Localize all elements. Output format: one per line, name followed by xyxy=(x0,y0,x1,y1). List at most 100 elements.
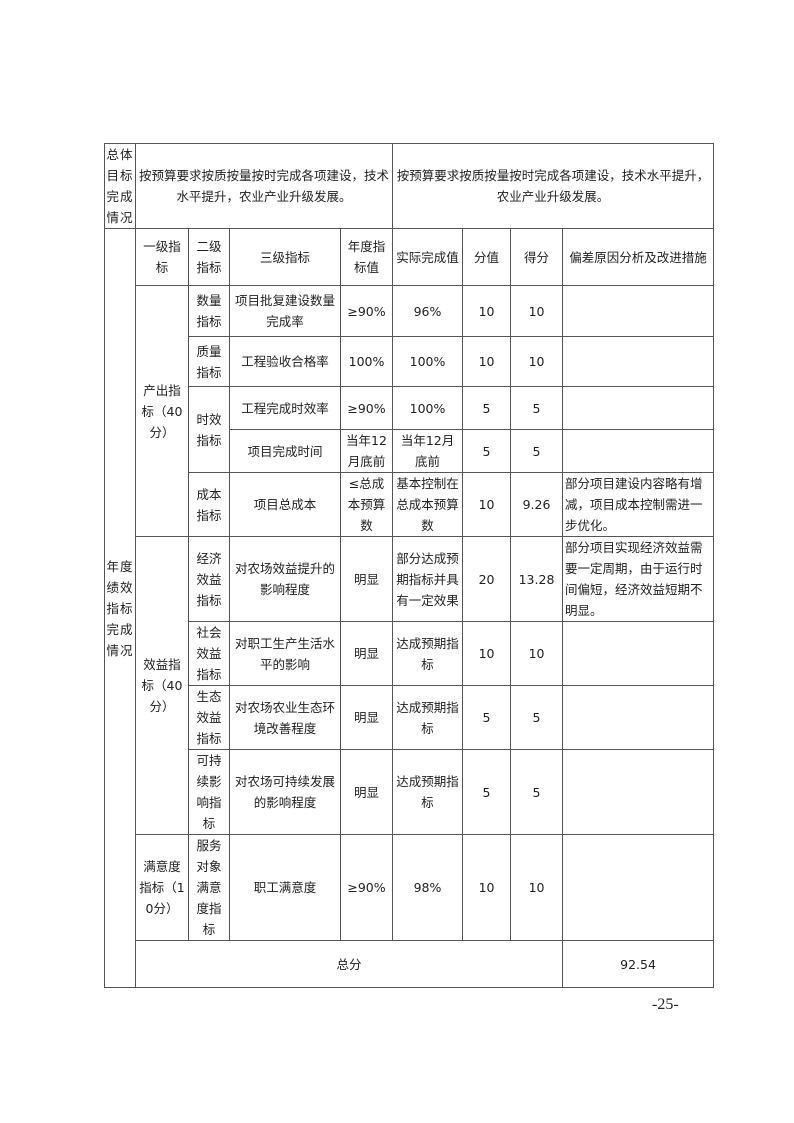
target-cell: ≥90% xyxy=(339,834,394,941)
note-cell xyxy=(562,834,715,941)
level2-cell: 时效指标 xyxy=(188,386,230,473)
header-note: 偏差原因分析及改进措施 xyxy=(562,228,715,286)
level2-cell: 社会效益指标 xyxy=(188,621,230,686)
actual-cell: 部分达成预期指标并具有一定效果 xyxy=(392,536,464,622)
weight-cell: 10 xyxy=(462,472,512,537)
level2-cell: 可持续影响指标 xyxy=(188,749,230,835)
table-row: 时效指标 工程完成时效率 ≥90% 100% 5 5 xyxy=(105,386,715,473)
weight-cell: 10 xyxy=(462,834,512,941)
header-level1: 一级指标 xyxy=(135,228,189,286)
note-cell xyxy=(562,429,715,473)
table-row: 质量指标 工程验收合格率 100% 100% 10 10 xyxy=(105,336,715,387)
group-benefit-label: 效益指标（40分） xyxy=(135,536,189,835)
level3-cell: 职工满意度 xyxy=(229,834,341,941)
score-cell: 10 xyxy=(510,285,564,337)
table-row: 满意度指标（10分） 服务对象满意度指标 职工满意度 ≥90% 98% 10 1… xyxy=(105,834,715,941)
note-cell: 部分项目建设内容略有增减，项目成本控制需进一步优化。 xyxy=(562,472,715,537)
actual-cell: 96% xyxy=(392,285,464,337)
actual-cell: 达成预期指标 xyxy=(392,685,464,750)
target-cell: ≥90% xyxy=(339,285,394,337)
score-cell: 5 xyxy=(510,685,564,750)
level2-cell: 数量指标 xyxy=(188,285,230,337)
level3-cell: 对农场效益提升的影响程度 xyxy=(229,536,341,622)
level3-cell: 工程验收合格率 xyxy=(229,336,341,387)
annual-label: 年度绩效指标完成情况 xyxy=(104,228,136,988)
actual-cell: 当年12月底前 xyxy=(392,429,464,473)
note-cell xyxy=(562,285,715,337)
level3-cell: 项目批复建设数量完成率 xyxy=(229,285,341,337)
page-number: -25- xyxy=(652,996,679,1013)
level3-cell: 对农场农业生态环境改善程度 xyxy=(229,685,341,750)
overall-actual: 按预算要求按质按量按时完成各项建设，技术水平提升，农业产业升级发展。 xyxy=(392,143,715,229)
score-cell: 13.28 xyxy=(510,536,564,622)
group-output-label: 产出指标（40分） xyxy=(135,285,189,537)
header-level3: 三级指标 xyxy=(229,228,341,286)
level3-cell: 对职工生产生活水平的影响 xyxy=(229,621,341,686)
target-cell: ≥90% xyxy=(339,386,394,430)
weight-cell: 20 xyxy=(462,536,512,622)
actual-cell: 达成预期指标 xyxy=(392,749,464,835)
note-cell xyxy=(562,336,715,387)
weight-cell: 10 xyxy=(462,285,512,337)
score-cell: 10 xyxy=(510,834,564,941)
total-row: 总分 92.54 xyxy=(105,940,715,988)
actual-cell: 100% xyxy=(392,386,464,430)
weight-cell: 5 xyxy=(462,429,512,473)
level2-cell: 生态效益指标 xyxy=(188,685,230,750)
table-row: 成本指标 项目总成本 ≤总成本预算数 基本控制在总成本预算数 10 9.26 部… xyxy=(105,472,715,537)
performance-table: 总体目标完成情况 按预算要求按质按量按时完成各项建设，技术水平提升，农业产业升级… xyxy=(104,143,715,988)
total-label: 总分 xyxy=(134,940,564,988)
target-cell: 100% xyxy=(339,336,394,387)
level2-cell: 成本指标 xyxy=(188,472,230,537)
target-cell: 当年12月底前 xyxy=(339,429,394,473)
level2-cell: 经济效益指标 xyxy=(188,536,230,622)
note-cell xyxy=(562,386,715,430)
note-cell xyxy=(562,749,715,835)
level3-cell: 工程完成时效率 xyxy=(229,386,341,430)
actual-cell: 基本控制在总成本预算数 xyxy=(392,472,464,537)
score-cell: 5 xyxy=(510,429,564,473)
table-row: 项目完成时间 当年12月底前 当年12月底前 5 5 xyxy=(105,429,715,473)
header-target: 年度指标值 xyxy=(339,228,394,286)
header-row: 年度绩效指标完成情况 一级指标 二级指标 三级指标 年度指标值 实际完成值 分值… xyxy=(104,228,715,988)
level2-cell: 服务对象满意度指标 xyxy=(188,834,230,941)
overall-label: 总体目标完成情况 xyxy=(104,143,136,229)
total-score: 92.54 xyxy=(562,940,715,988)
table-row: 生态效益指标 对农场农业生态环境改善程度 明显 达成预期指标 5 5 xyxy=(105,685,715,750)
header-weight: 分值 xyxy=(462,228,512,286)
weight-cell: 10 xyxy=(462,336,512,387)
level3-cell: 项目总成本 xyxy=(229,472,341,537)
level3-cell: 项目完成时间 xyxy=(229,429,341,473)
score-cell: 5 xyxy=(510,386,564,430)
note-cell xyxy=(562,621,715,686)
weight-cell: 10 xyxy=(462,621,512,686)
target-cell: 明显 xyxy=(339,685,394,750)
target-cell: 明显 xyxy=(339,621,394,686)
score-cell: 10 xyxy=(510,336,564,387)
header-actual: 实际完成值 xyxy=(392,228,464,286)
target-cell: ≤总成本预算数 xyxy=(339,472,394,537)
target-cell: 明显 xyxy=(339,536,394,622)
target-cell: 明显 xyxy=(339,749,394,835)
score-cell: 9.26 xyxy=(510,472,564,537)
actual-cell: 100% xyxy=(392,336,464,387)
actual-cell: 98% xyxy=(392,834,464,941)
overall-row: 总体目标完成情况 按预算要求按质按量按时完成各项建设，技术水平提升，农业产业升级… xyxy=(104,143,715,229)
header-score: 得分 xyxy=(510,228,564,286)
score-cell: 10 xyxy=(510,621,564,686)
level3-cell: 对农场可持续发展的影响程度 xyxy=(229,749,341,835)
table-row: 社会效益指标 对职工生产生活水平的影响 明显 达成预期指标 10 10 xyxy=(105,621,715,686)
weight-cell: 5 xyxy=(462,685,512,750)
actual-cell: 达成预期指标 xyxy=(392,621,464,686)
header-level2: 二级指标 xyxy=(188,228,230,286)
table-row: 产出指标（40分） 数量指标 项目批复建设数量完成率 ≥90% 96% 10 1… xyxy=(105,285,715,537)
note-cell: 部分项目实现经济效益需要一定周期，由于运行时间偏短，经济效益短期不明显。 xyxy=(562,536,715,622)
overall-planned: 按预算要求按质按量按时完成各项建设，技术水平提升，农业产业升级发展。 xyxy=(134,143,394,229)
score-cell: 5 xyxy=(510,749,564,835)
level2-cell: 质量指标 xyxy=(188,336,230,387)
table-row: 可持续影响指标 对农场可持续发展的影响程度 明显 达成预期指标 5 5 xyxy=(105,749,715,835)
note-cell xyxy=(562,685,715,750)
group-satisfaction-label: 满意度指标（10分） xyxy=(135,834,189,941)
weight-cell: 5 xyxy=(462,386,512,430)
table-row: 效益指标（40分） 经济效益指标 对农场效益提升的影响程度 明显 部分达成预期指… xyxy=(105,536,715,835)
